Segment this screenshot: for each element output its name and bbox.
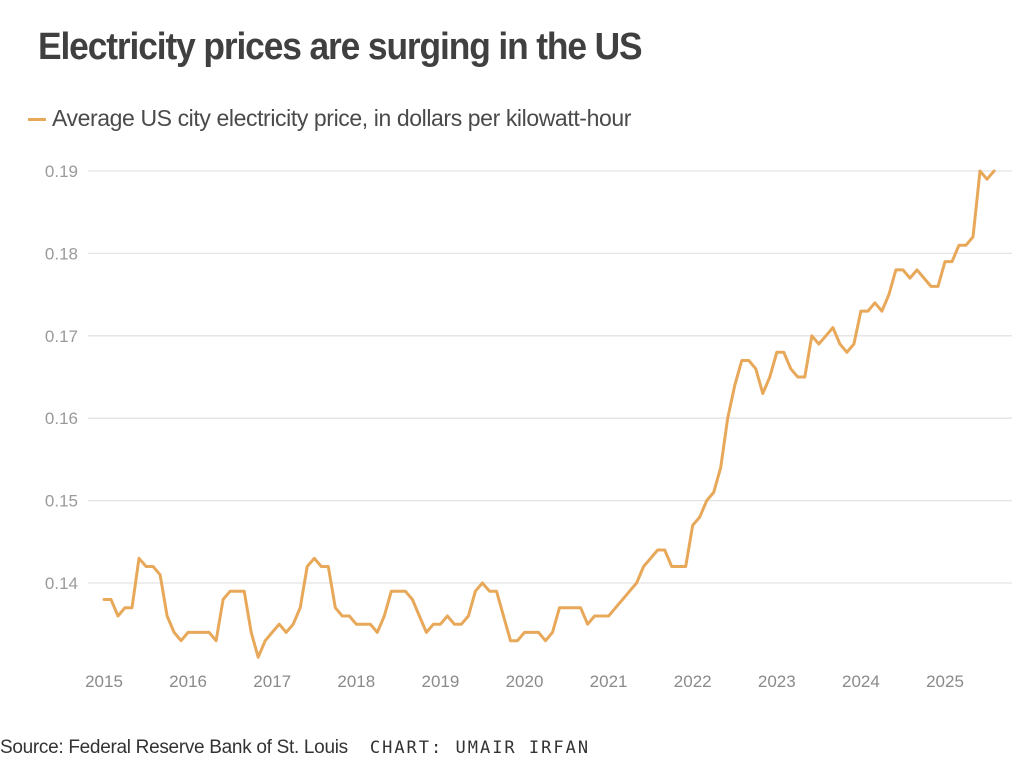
y-axis: 0.14 0.15 0.16 0.17 0.18 0.19 [45, 162, 78, 593]
x-axis: 2015 2016 2017 2018 2019 2020 2021 2022 2023 2024… [85, 672, 964, 691]
legend-label: Average US city electricity price, in do… [52, 105, 631, 131]
y-tick-label: 0.19 [45, 162, 78, 181]
series-group [102, 169, 996, 659]
gridlines [88, 170, 1012, 584]
chart-title: Electricity prices are surging in the US [38, 26, 643, 68]
y-tick-label: 0.18 [45, 244, 78, 263]
x-tick-label: 2016 [169, 672, 207, 691]
x-tick-label: 2019 [421, 672, 459, 691]
source-note: Source: Federal Reserve Bank of St. Loui… [0, 737, 348, 758]
legend: Average US city electricity price, in do… [28, 105, 631, 132]
legend-swatch [28, 118, 46, 121]
x-tick-label: 2022 [674, 672, 712, 691]
x-tick-label: 2021 [590, 672, 628, 691]
x-tick-label: 2020 [506, 672, 544, 691]
chart-credit: CHART: UMAIR IRFAN [369, 738, 591, 758]
y-tick-label: 0.17 [45, 327, 78, 346]
x-tick-label: 2015 [85, 672, 123, 691]
x-tick-label: 2017 [253, 672, 291, 691]
x-tick-label: 2023 [758, 672, 796, 691]
x-tick-label: 2025 [926, 672, 964, 691]
y-tick-label: 0.14 [45, 574, 78, 593]
x-tick-label: 2024 [842, 672, 880, 691]
y-tick-label: 0.16 [45, 409, 78, 428]
x-tick-label: 2018 [337, 672, 375, 691]
y-tick-label: 0.15 [45, 492, 78, 511]
series-line [102, 169, 996, 659]
footer: Source: Federal Reserve Bank of St. Loui… [0, 737, 590, 759]
